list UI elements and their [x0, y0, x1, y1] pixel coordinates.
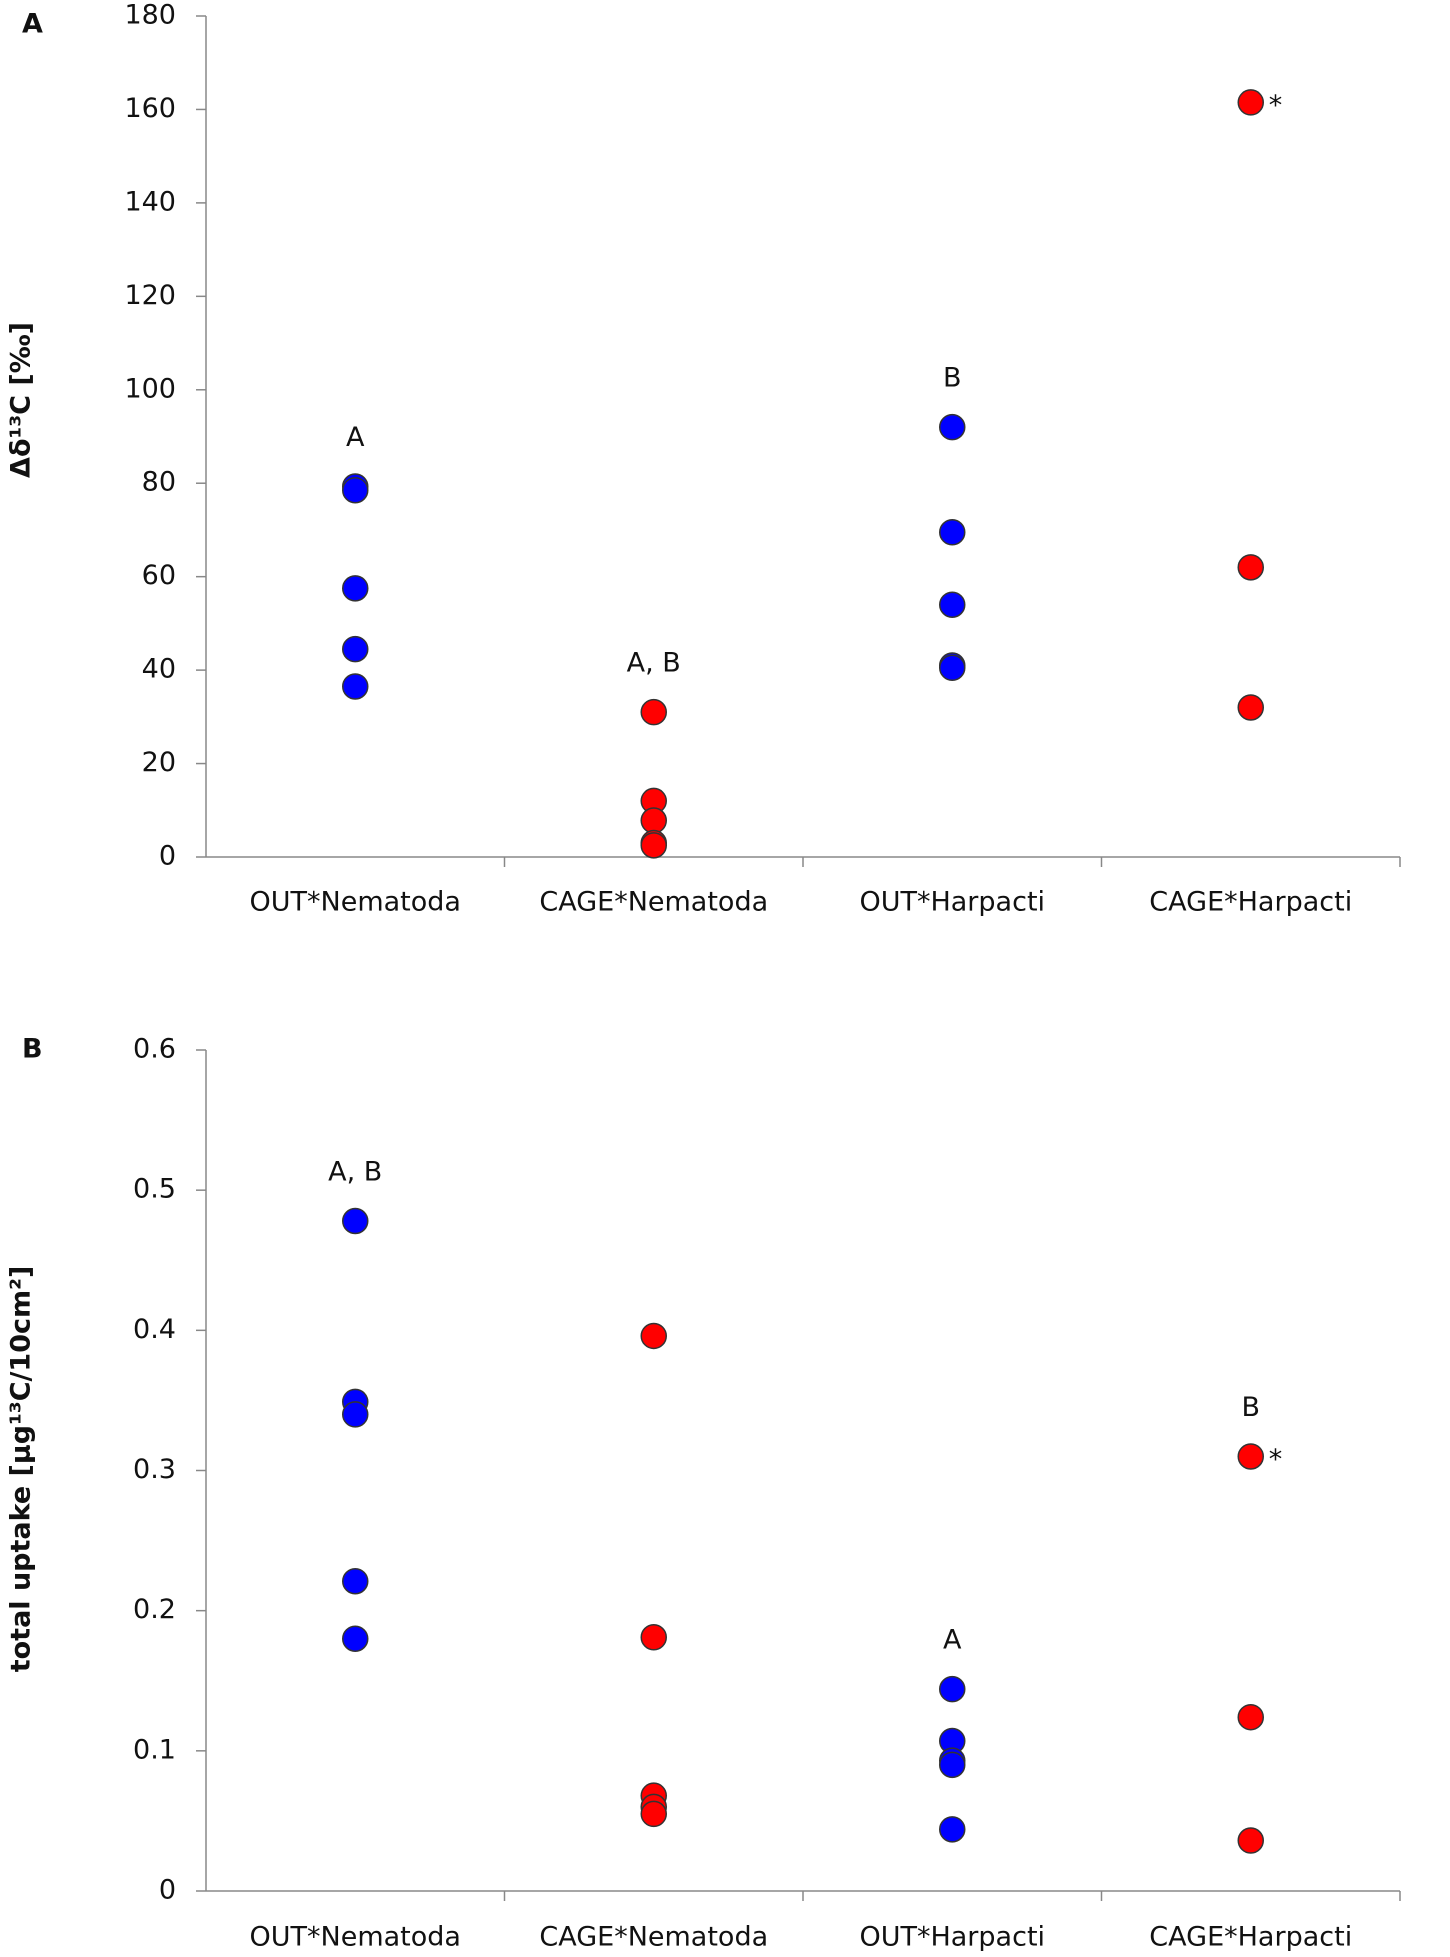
panel-label: B: [22, 1034, 43, 1065]
x-tick-label: OUT*Harpacti: [859, 887, 1045, 918]
group-label: B: [943, 363, 962, 394]
data-point: [1237, 694, 1264, 721]
group-label: A, B: [627, 648, 681, 679]
data-point: [640, 1322, 667, 1350]
data-point: [939, 654, 966, 682]
panel-label: A: [22, 9, 43, 40]
data-point: [1237, 1703, 1264, 1731]
group-label: B: [1241, 1392, 1260, 1423]
data-point: [342, 1625, 369, 1652]
data-point: [640, 832, 667, 859]
data-point: [1237, 89, 1264, 116]
group-label: A: [943, 1625, 962, 1656]
data-point: [342, 1207, 369, 1235]
y-tick-label: 180: [124, 0, 176, 31]
data-point: [342, 1401, 369, 1428]
y-tick-label: 0.4: [133, 1314, 176, 1345]
y-tick-label: 80: [142, 467, 176, 498]
data-point: [939, 413, 966, 441]
y-tick-label: 0.3: [133, 1454, 176, 1485]
data-point: [640, 1624, 667, 1651]
group-label: A, B: [328, 1157, 382, 1188]
y-tick-label: 60: [142, 560, 176, 591]
x-tick-label: OUT*Nematoda: [250, 887, 461, 918]
data-point: [342, 575, 369, 602]
data-point: [1237, 1443, 1264, 1470]
data-point: [342, 1567, 369, 1595]
data-point: [342, 476, 369, 504]
data-point: [939, 519, 966, 546]
group-label: A: [346, 422, 365, 453]
x-tick-label: CAGE*Harpacti: [1149, 1922, 1352, 1953]
data-point: [1237, 554, 1264, 581]
x-tick-label: CAGE*Nematoda: [539, 887, 768, 918]
y-tick-label: 0.6: [133, 1034, 176, 1065]
data-point: [342, 635, 369, 663]
data-point: [640, 807, 667, 834]
y-tick-label: 0.5: [133, 1174, 176, 1205]
x-tick-label: OUT*Harpacti: [859, 1922, 1045, 1953]
data-point: [342, 673, 369, 700]
y-tick-label: 20: [142, 747, 176, 778]
y-tick-label: 100: [124, 373, 176, 404]
data-point: [939, 1675, 966, 1703]
y-tick-label: 160: [124, 93, 176, 124]
y-tick-label: 0: [159, 1875, 176, 1906]
y-tick-label: 0.1: [133, 1734, 176, 1765]
y-axis-label: Δδ¹³C [‰]: [6, 322, 37, 478]
x-tick-label: CAGE*Nematoda: [539, 1922, 768, 1953]
data-point: [640, 1800, 667, 1828]
data-point: [939, 1816, 966, 1843]
data-point: [939, 1751, 966, 1779]
y-tick-label: 120: [124, 280, 176, 311]
significance-marker: *: [1269, 1444, 1283, 1475]
significance-marker: *: [1269, 90, 1283, 121]
data-point: [640, 698, 667, 726]
y-tick-label: 140: [124, 186, 176, 217]
y-tick-label: 0: [159, 841, 176, 872]
y-axis-label: total uptake [µg¹³C/10cm²]: [6, 1266, 37, 1673]
data-point: [1237, 1827, 1264, 1854]
x-tick-label: OUT*Nematoda: [250, 1922, 461, 1953]
y-tick-label: 0.2: [133, 1594, 176, 1625]
data-point: [939, 591, 966, 618]
x-tick-label: CAGE*Harpacti: [1149, 887, 1352, 918]
y-tick-label: 40: [142, 654, 176, 685]
